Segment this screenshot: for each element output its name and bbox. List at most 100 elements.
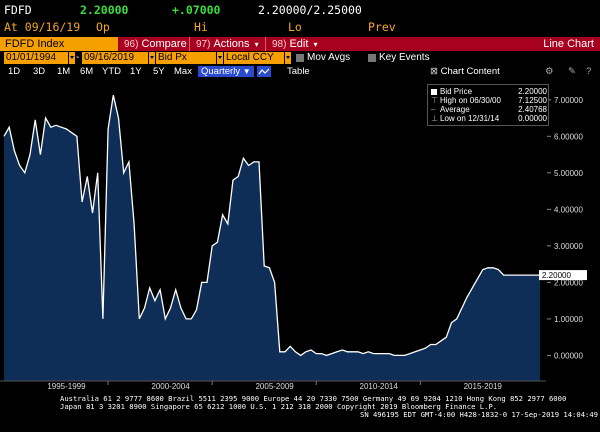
- legend-value: 0.00000: [518, 114, 547, 123]
- legend-row-bid: Bid Price 2.20000: [431, 87, 547, 96]
- x-tick-label: 2000-2004: [151, 382, 190, 391]
- quote-line: FDFD 2.20000 +.07000 2.20000/2.25000: [0, 2, 600, 18]
- low-label: Lo: [288, 20, 302, 34]
- period-6m[interactable]: 6M: [80, 66, 94, 77]
- currency-dropdown-icon[interactable]: [284, 52, 291, 64]
- chart-content-icon: ⊠: [430, 66, 438, 77]
- chart-content-button[interactable]: ⊠ Chart Content: [430, 65, 500, 78]
- settings-icon[interactable]: ✎: [568, 66, 576, 77]
- currency-select[interactable]: Local CCY: [224, 52, 284, 64]
- x-tick-label: 1995-1999: [47, 382, 86, 391]
- price-change: +.07000: [172, 3, 221, 17]
- high-label: Hi: [194, 20, 208, 34]
- key-events-label: Key Events: [379, 52, 430, 63]
- low-marker-icon: ⊥: [431, 114, 438, 123]
- command-bar: FDFD Index 96) Compare 97) Actions ▾ 98) Ed…: [0, 37, 600, 51]
- last-value-box: [539, 270, 587, 281]
- price-field-dropdown-icon[interactable]: [216, 52, 223, 64]
- legend-label: Average: [440, 105, 470, 114]
- x-tick-label: 2015-2019: [464, 382, 503, 391]
- legend-row-high: ⊤ High on 06/30/00 7.12500: [431, 96, 547, 105]
- compare-menu[interactable]: 96) Compare: [122, 37, 187, 51]
- chart-name: Line Chart: [543, 38, 594, 50]
- period-ytd[interactable]: YTD: [102, 66, 121, 77]
- actions-menu-number: 97): [196, 39, 211, 50]
- date-separator: -: [76, 52, 80, 63]
- period-1d[interactable]: 1D: [8, 66, 21, 77]
- y-tick-label: 0.00000: [554, 351, 583, 360]
- high-marker-icon: ⊤: [431, 96, 438, 105]
- table-button[interactable]: Table: [287, 66, 310, 77]
- menu-divider: [189, 37, 190, 51]
- period-5y[interactable]: 5Y: [153, 66, 165, 77]
- legend-label: Bid Price: [440, 87, 473, 96]
- footer-session: SN 496195 EDT GMT-4:00 H428-1832-0 17-Se…: [360, 410, 598, 419]
- mov-avgs-checkbox[interactable]: [296, 54, 304, 62]
- mov-avgs-label: Mov Avgs: [307, 52, 351, 63]
- frequency-select[interactable]: Quarterly ▼: [198, 66, 254, 77]
- y-tick-label: 5.00000: [554, 169, 583, 178]
- start-date-field[interactable]: 01/01/1994: [4, 52, 68, 64]
- line-chart-icon: [258, 68, 270, 75]
- end-date-dropdown-icon[interactable]: [148, 52, 155, 64]
- period-1m[interactable]: 1M: [57, 66, 71, 77]
- y-tick-label: 2.00000: [554, 278, 583, 287]
- quote-line-2: At 09/16/19 Op Hi Lo Prev: [0, 19, 600, 35]
- compare-menu-number: 96): [124, 39, 139, 50]
- chart-legend: Bid Price 2.20000 ⊤ High on 06/30/00 7.12…: [427, 84, 549, 126]
- compare-menu-label: Compare: [141, 38, 187, 50]
- price-area: [4, 95, 540, 381]
- end-date-field[interactable]: 09/16/2019: [82, 52, 148, 64]
- frequency-label: Quarterly: [201, 66, 241, 77]
- price-line: [3, 95, 540, 357]
- period-1y[interactable]: 1Y: [130, 66, 142, 77]
- average-marker-icon: –: [431, 105, 436, 114]
- legend-value: 2.20000: [518, 87, 547, 96]
- period-bar: 1D 3D 1M 6M YTD 1Y 5Y Max Quarterly ▼ Ta…: [0, 65, 600, 78]
- footer-contacts: Australia 61 2 9777 8600 Brazil 5511 239…: [60, 394, 567, 403]
- edit-menu-number: 98): [272, 39, 287, 50]
- gear-icon[interactable]: ⚙: [545, 66, 554, 77]
- chevron-down-icon: ▾: [254, 40, 259, 49]
- chart-content-label: Chart Content: [440, 66, 500, 77]
- ticker: FDFD: [4, 3, 32, 17]
- footer: Australia 61 2 9777 8600 Brazil 5511 239…: [0, 395, 600, 431]
- open-label: Op: [96, 20, 110, 34]
- edit-menu[interactable]: 98) Edit ▾: [270, 37, 318, 51]
- legend-value: 7.12500: [518, 96, 547, 105]
- last-value-label: 2.20000: [542, 271, 571, 280]
- y-axis: 0.00000 1.00000 2.00000 3.00000 4.00000 5.000…: [547, 96, 583, 360]
- legend-row-average: – Average 2.40768: [431, 105, 547, 114]
- x-axis: 1995-1999 2000-2004 2005-2009 2010-2014 2015…: [0, 380, 546, 391]
- field-bar: 01/01/1994 - 09/16/2019 Bid Px Local CCY…: [0, 52, 600, 65]
- security-name[interactable]: FDFD Index: [0, 37, 118, 51]
- chart-type-icon[interactable]: [257, 66, 271, 77]
- start-date-dropdown-icon[interactable]: [68, 52, 75, 64]
- y-tick-label: 4.00000: [554, 205, 583, 214]
- price-chart[interactable]: 0.00000 1.00000 2.00000 3.00000 4.00000 5.000…: [0, 79, 600, 391]
- price-field-select[interactable]: Bid Px: [156, 52, 216, 64]
- legend-row-low: ⊥ Low on 12/31/14 0.00000: [431, 114, 547, 123]
- period-3d[interactable]: 3D: [33, 66, 46, 77]
- key-events-checkbox[interactable]: [368, 54, 376, 62]
- menu-divider: [265, 37, 266, 51]
- chevron-down-icon: ▾: [313, 40, 318, 49]
- footer-copyright: Japan 81 3 3201 8900 Singapore 65 6212 1…: [60, 402, 498, 411]
- y-tick-label: 6.00000: [554, 132, 583, 141]
- legend-swatch: [431, 89, 437, 95]
- x-tick-label: 2005-2009: [255, 382, 294, 391]
- legend-value: 2.40768: [518, 105, 547, 114]
- x-tick-label: 2010-2014: [360, 382, 399, 391]
- help-icon[interactable]: ?: [586, 66, 592, 77]
- actions-menu[interactable]: 97) Actions ▾: [194, 37, 259, 51]
- chevron-down-icon: ▼: [242, 67, 251, 76]
- bid-ask: 2.20000/2.25000: [258, 3, 362, 17]
- period-max[interactable]: Max: [174, 66, 192, 77]
- last-price: 2.20000: [80, 3, 129, 17]
- actions-menu-label: Actions: [213, 38, 250, 50]
- last-value-marker: 2.20000: [539, 270, 587, 281]
- legend-label: Low on 12/31/14: [440, 114, 500, 123]
- legend-label: High on 06/30/00: [440, 96, 501, 105]
- edit-menu-label: Edit: [289, 38, 309, 50]
- y-tick-label: 1.00000: [554, 315, 583, 324]
